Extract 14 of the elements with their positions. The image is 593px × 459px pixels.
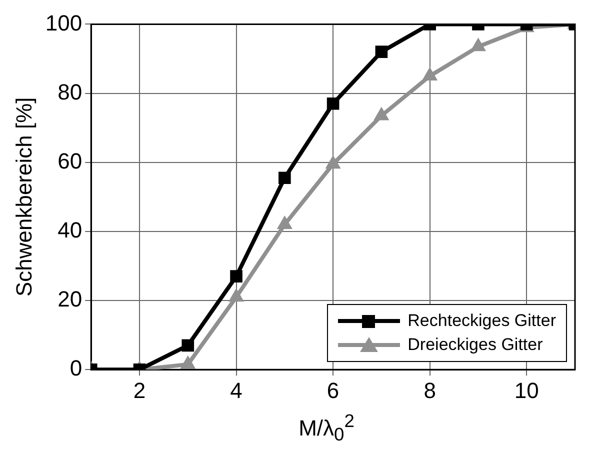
x-tick-label: 10 [514,378,539,403]
y-tick-label: 100 [45,10,82,36]
legend-label: Dreieckiges Gitter [408,334,543,355]
y-axis-title: Schwenkbereich [%] [11,97,36,297]
y-tick-label: 80 [58,79,82,104]
legend-label: Rechteckiges Gitter [408,310,556,331]
y-tick-label: 60 [58,148,82,174]
y-tick-label: 40 [58,218,82,243]
x-tick-label: 4 [230,378,242,403]
x-tick-label: 2 [133,378,146,403]
y-tick-label: 0 [70,356,82,381]
y-tick-label: 20 [58,286,82,312]
x-tick-label: 8 [424,378,436,403]
x-tick-label: 6 [326,378,340,403]
